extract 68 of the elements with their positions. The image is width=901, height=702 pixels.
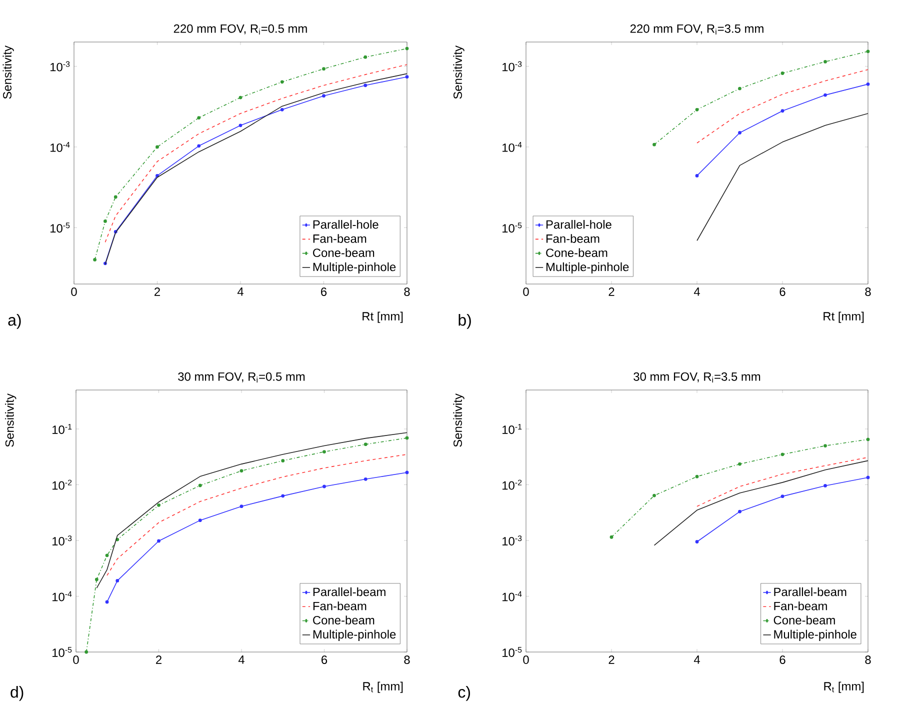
legend-label: Parallel-beam bbox=[774, 587, 846, 596]
y-tick-label: 10$^{-5}$ bbox=[502, 222, 522, 233]
y-axis-title: Sensitivity bbox=[2, 46, 14, 99]
x-tick-label: 4 bbox=[238, 656, 244, 664]
y-tick-label: 10$^{-5}$ bbox=[52, 647, 72, 657]
legend-label: Parallel-hole bbox=[546, 220, 612, 229]
x-tick-label: 0 bbox=[73, 656, 79, 664]
legend-label: Cone-beam bbox=[774, 616, 835, 624]
x-tick-label: 8 bbox=[865, 288, 871, 296]
y-axis-title: Sensitivity bbox=[453, 394, 464, 447]
legend-label: Parallel-beam bbox=[313, 587, 386, 596]
x-tick-label: 4 bbox=[694, 288, 700, 296]
legend-label: Fan-beam bbox=[313, 234, 366, 243]
y-tick-label: 10$^{-2}$ bbox=[502, 480, 522, 490]
y-tick-label: 10$^{-5}$ bbox=[502, 647, 522, 657]
y-tick-label: 10$^{-3}$ bbox=[50, 61, 70, 72]
x-tick-label: 6 bbox=[780, 288, 786, 296]
y-tick-label: 10$^{-4}$ bbox=[502, 591, 522, 602]
legend-label: Fan-beam bbox=[546, 234, 600, 243]
legend-label: Multiple-pinhole bbox=[313, 262, 396, 274]
y-tick-label: 10$^{-3}$ bbox=[52, 535, 72, 546]
x-axis-title: R$_{t}$ [mm] bbox=[824, 682, 864, 693]
chart-title: 30 mm FOV, R$_{i}$=0.5 mm bbox=[178, 372, 305, 383]
y-tick-label: 10$^{-4}$ bbox=[502, 142, 522, 152]
legend-label: Multiple-pinhole bbox=[546, 262, 629, 274]
legend-label: Fan-beam bbox=[774, 602, 827, 610]
x-axis-title: Rt [mm] bbox=[362, 312, 403, 323]
chart-title: 30 mm FOV, R$_{i}$=3.5 mm bbox=[634, 372, 760, 383]
x-tick-label: 2 bbox=[608, 288, 614, 296]
x-tick-label: 2 bbox=[156, 656, 162, 664]
x-tick-label: 2 bbox=[608, 656, 614, 664]
y-tick-label: 10$^{-3}$ bbox=[502, 535, 522, 546]
chart-title: 220 mm FOV, R$_{i}$=0.5 mm bbox=[174, 24, 307, 35]
x-tick-label: 6 bbox=[322, 656, 328, 664]
x-tick-label: 8 bbox=[865, 656, 871, 664]
legend-label: Cone-beam bbox=[313, 616, 374, 624]
text: d) bbox=[10, 686, 24, 701]
legend-label: Multiple-pinhole bbox=[313, 630, 396, 641]
y-tick-label: 10$^{-2}$ bbox=[52, 480, 72, 490]
legend-label: Cone-beam bbox=[546, 248, 608, 258]
text: c) bbox=[458, 686, 470, 701]
text: b) bbox=[458, 314, 471, 329]
y-axis-title: Sensitivity bbox=[453, 46, 464, 99]
legend-label: Parallel-hole bbox=[313, 220, 378, 229]
x-tick-label: 6 bbox=[321, 288, 327, 296]
x-tick-label: 6 bbox=[780, 656, 786, 664]
x-tick-label: 8 bbox=[404, 288, 410, 296]
y-tick-label: 10$^{-1}$ bbox=[52, 424, 72, 434]
x-tick-label: 4 bbox=[237, 288, 244, 296]
legend-label: Cone-beam bbox=[313, 248, 374, 258]
y-tick-label: 10$^{-5}$ bbox=[50, 222, 70, 233]
y-tick-label: 10$^{-1}$ bbox=[502, 424, 522, 434]
legend-label: Fan-beam bbox=[313, 602, 366, 610]
y-tick-label: 10$^{-4}$ bbox=[52, 591, 72, 602]
y-tick-label: 10$^{-4}$ bbox=[50, 142, 70, 152]
x-axis-title: R$_{t}$ [mm] bbox=[363, 682, 403, 693]
x-axis-title: Rt [mm] bbox=[824, 312, 864, 323]
y-axis-title: Sensitivity bbox=[5, 394, 16, 447]
legend-label: Multiple-pinhole bbox=[774, 630, 856, 641]
x-tick-label: 2 bbox=[154, 288, 160, 296]
y-tick-label: 10$^{-3}$ bbox=[502, 61, 522, 72]
x-tick-label: 8 bbox=[404, 656, 410, 664]
text: a) bbox=[8, 314, 21, 329]
x-tick-label: 0 bbox=[523, 656, 529, 664]
chart-title: 220 mm FOV, R$_{i}$=3.5 mm bbox=[630, 24, 764, 35]
x-tick-label: 0 bbox=[71, 288, 77, 296]
x-tick-label: 4 bbox=[694, 656, 700, 664]
x-tick-label: 0 bbox=[523, 288, 529, 296]
